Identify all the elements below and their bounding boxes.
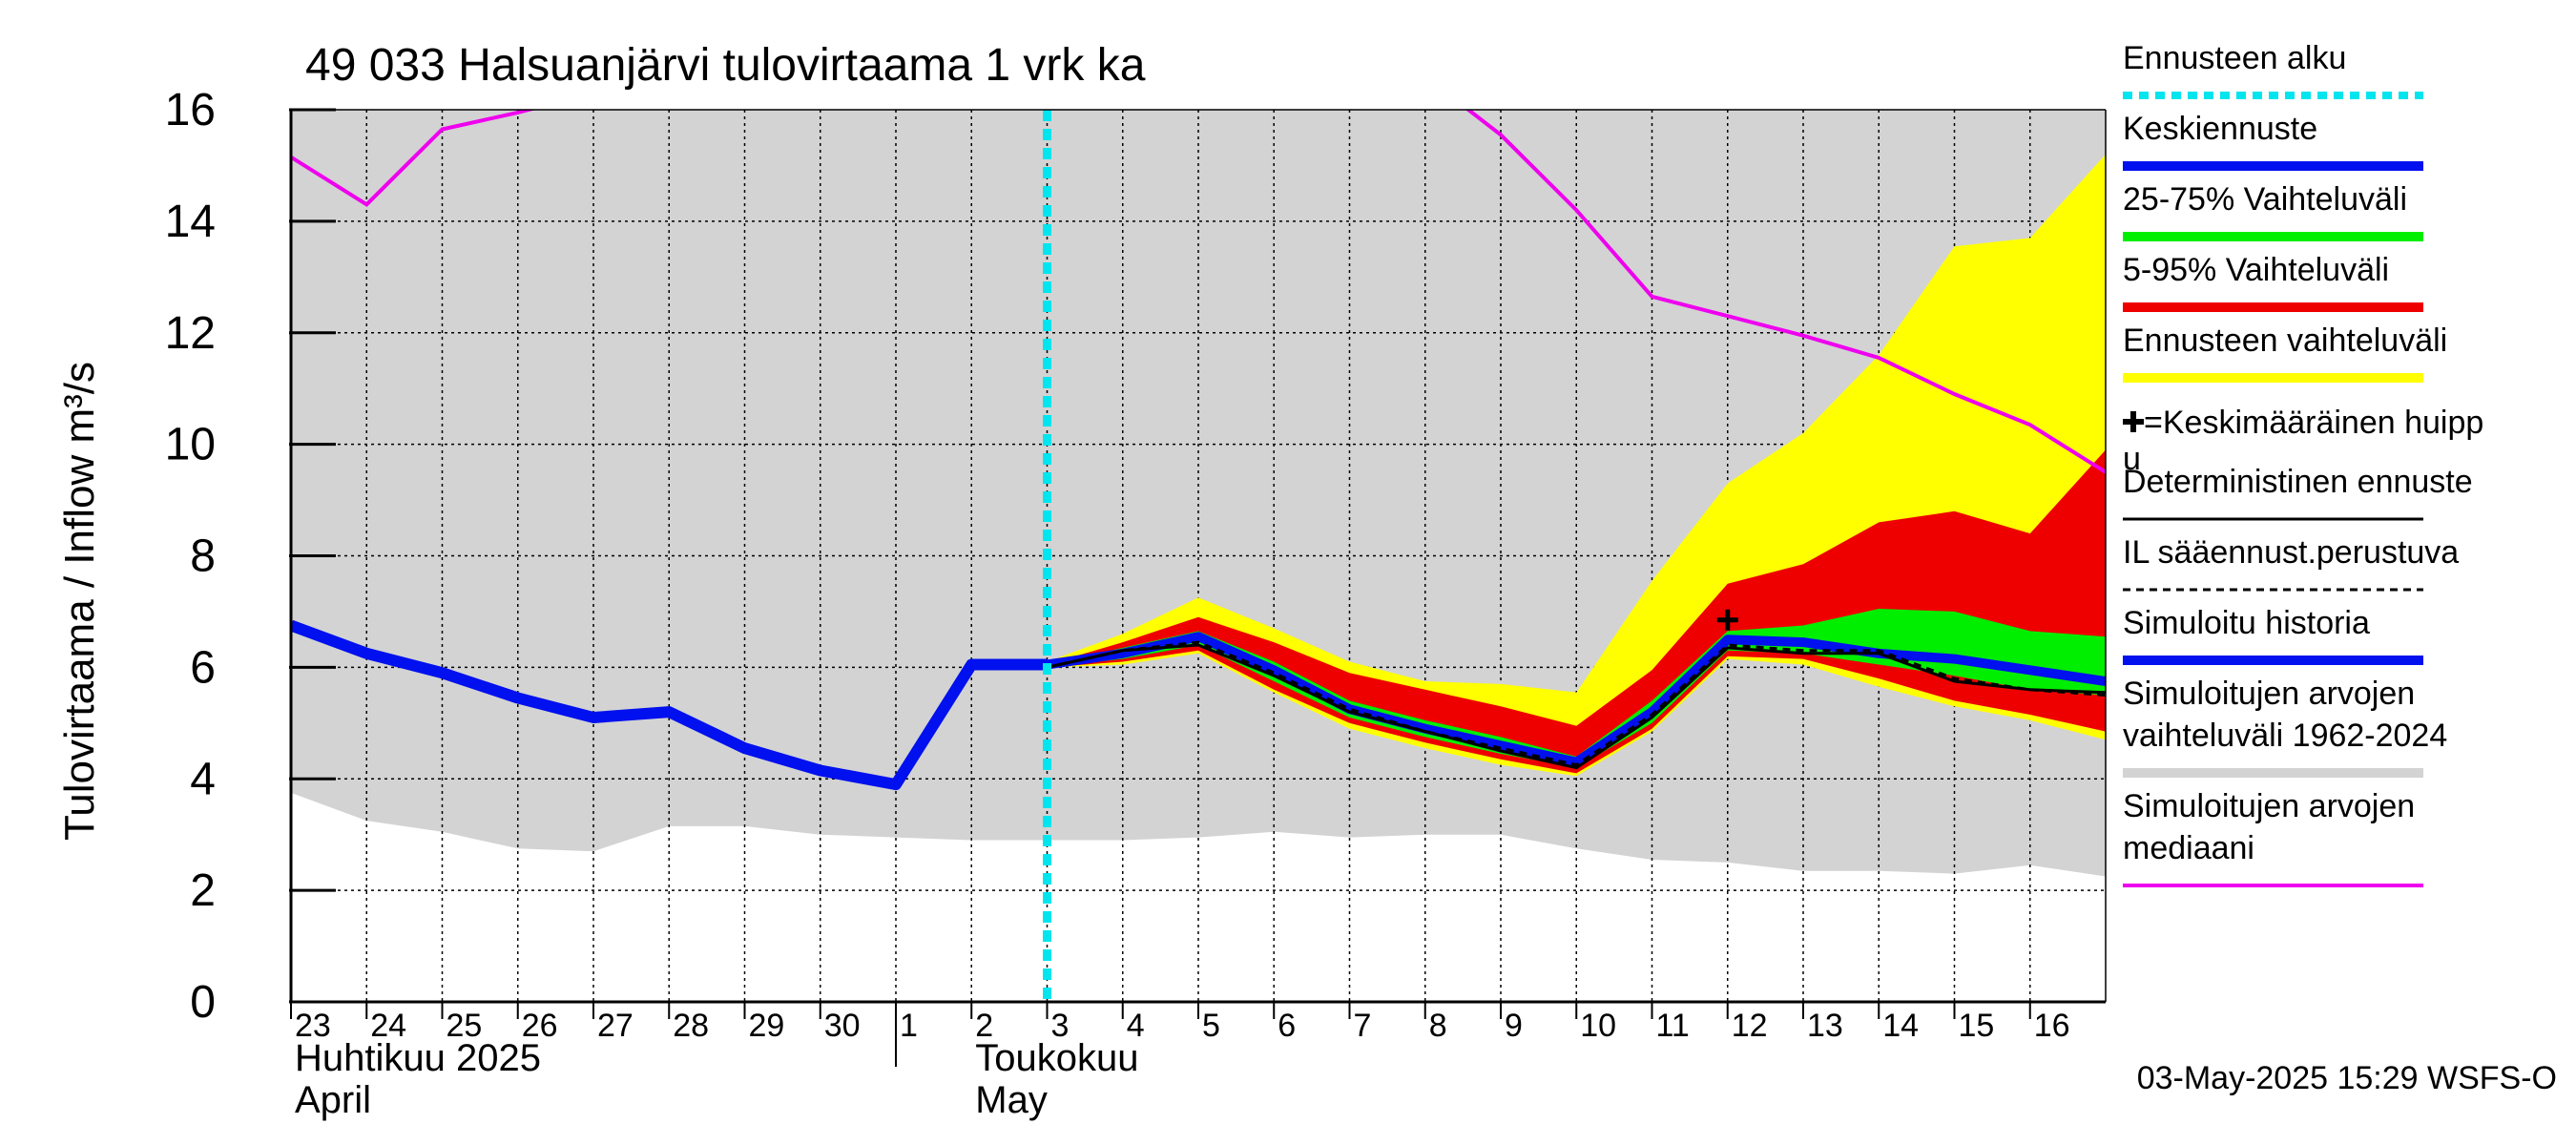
x-tick-label: 10 xyxy=(1580,1008,1616,1044)
y-tick-label: 12 xyxy=(165,308,216,359)
y-tick-label: 0 xyxy=(190,977,216,1028)
legend-item-simulated_history: Simuloitu historia xyxy=(2123,605,2423,665)
legend-label: Ennusteen vaihteluväli xyxy=(2123,323,2447,359)
x-tick-label: 4 xyxy=(1127,1008,1145,1044)
legend-item-p5_95: 5-95% Vaihteluväli xyxy=(2123,252,2423,312)
legend-item-median: Simuloitujen arvojen mediaani xyxy=(2123,788,2423,887)
legend-label: 5-95% Vaihteluväli xyxy=(2123,252,2389,288)
x-tick-label: 6 xyxy=(1278,1008,1296,1044)
legend-label: Deterministinen ennuste xyxy=(2123,464,2473,500)
x-tick-label: 30 xyxy=(824,1008,861,1044)
x-tick-label: 9 xyxy=(1505,1008,1523,1044)
y-tick-label: 2 xyxy=(190,865,216,916)
x-tick-label: 24 xyxy=(370,1008,406,1044)
x-tick-label: 16 xyxy=(2034,1008,2070,1044)
x-tick-label: 23 xyxy=(295,1008,331,1044)
legend-item-il_forecast: IL sääennust.perustuva xyxy=(2123,534,2459,592)
legend-item-deterministic: Deterministinen ennuste xyxy=(2123,464,2473,521)
month-label-en: April xyxy=(295,1079,371,1121)
x-tick-label: 25 xyxy=(447,1008,483,1044)
timestamp-label: 03-May-2025 15:29 WSFS-O xyxy=(2137,1060,2557,1096)
y-axis-label: Tulovirtaama / Inflow m³/s xyxy=(56,362,103,841)
y-tick-label: 14 xyxy=(165,197,216,247)
y-tick-label: 8 xyxy=(190,531,216,582)
x-tick-label: 26 xyxy=(522,1008,558,1044)
month-label-fi: Huhtikuu 2025 xyxy=(295,1037,541,1079)
legend-item-ens_range: Ennusteen vaihteluväli xyxy=(2123,323,2447,383)
x-tick-label: 1 xyxy=(900,1008,918,1044)
y-tick-label: 4 xyxy=(190,754,216,804)
x-tick-label: 5 xyxy=(1202,1008,1220,1044)
x-tick-label: 2 xyxy=(975,1008,993,1044)
legend-label-line2: vaihteluväli 1962-2024 xyxy=(2123,718,2447,754)
chart-title: 49 033 Halsuanjärvi tulovirtaama 1 vrk k… xyxy=(305,40,1146,91)
x-tick-label: 3 xyxy=(1051,1008,1070,1044)
x-tick-label: 12 xyxy=(1732,1008,1768,1044)
x-tick-label: 29 xyxy=(749,1008,785,1044)
lines-layer xyxy=(291,110,2106,1002)
y-tick-label: 6 xyxy=(190,642,216,693)
mean-peak-marker xyxy=(1716,609,1738,631)
legend-label: Simuloitujen arvojen xyxy=(2123,676,2415,712)
x-tick-label: 14 xyxy=(1882,1008,1919,1044)
month-label-fi: Toukokuu xyxy=(975,1037,1138,1079)
il-forecast-line xyxy=(1047,640,2106,767)
legend-item-p25_75: 25-75% Vaihteluväli xyxy=(2123,181,2423,241)
y-tick-label: 10 xyxy=(165,420,216,470)
legend: Ennusteen alku Keskiennuste 25-75% Vaihtel… xyxy=(2123,40,2483,887)
deterministic-forecast-line xyxy=(1047,643,2106,770)
median-line xyxy=(291,110,2106,474)
x-tick-label: 15 xyxy=(1959,1008,1995,1044)
gridlines xyxy=(291,110,2106,1002)
legend-item-sim_range: Simuloitujen arvojen vaihteluväli 1962-20… xyxy=(2123,676,2447,778)
legend-label: IL sääennust.perustuva xyxy=(2123,534,2459,571)
x-tick-label: 13 xyxy=(1807,1008,1843,1044)
legend-item-forecast_start: Ennusteen alku xyxy=(2123,40,2423,99)
month-label-en: May xyxy=(975,1079,1048,1121)
x-tick-label: 7 xyxy=(1354,1008,1372,1044)
legend-item-mean_forecast: Keskiennuste xyxy=(2123,111,2423,171)
legend-label: =Keskimääräinen huipp xyxy=(2144,405,2483,441)
legend-label: Simuloitu historia xyxy=(2123,605,2370,641)
simulated-history-line xyxy=(291,619,1048,791)
legend-label: Simuloitujen arvojen xyxy=(2123,788,2415,824)
legend-label-line2: mediaani xyxy=(2123,830,2254,866)
mean-forecast-line xyxy=(1046,632,2106,767)
x-tick-label: 27 xyxy=(597,1008,634,1044)
legend-label: Ennusteen alku xyxy=(2123,40,2346,76)
y-tick-label: 16 xyxy=(165,85,216,135)
legend-label-line2: u xyxy=(2123,441,2141,477)
x-tick-label: 11 xyxy=(1656,1008,1690,1044)
x-tick-label: 28 xyxy=(673,1008,709,1044)
x-tick-label: 8 xyxy=(1429,1008,1447,1044)
legend-label: Keskiennuste xyxy=(2123,111,2317,147)
legend-label: 25-75% Vaihteluväli xyxy=(2123,181,2407,218)
